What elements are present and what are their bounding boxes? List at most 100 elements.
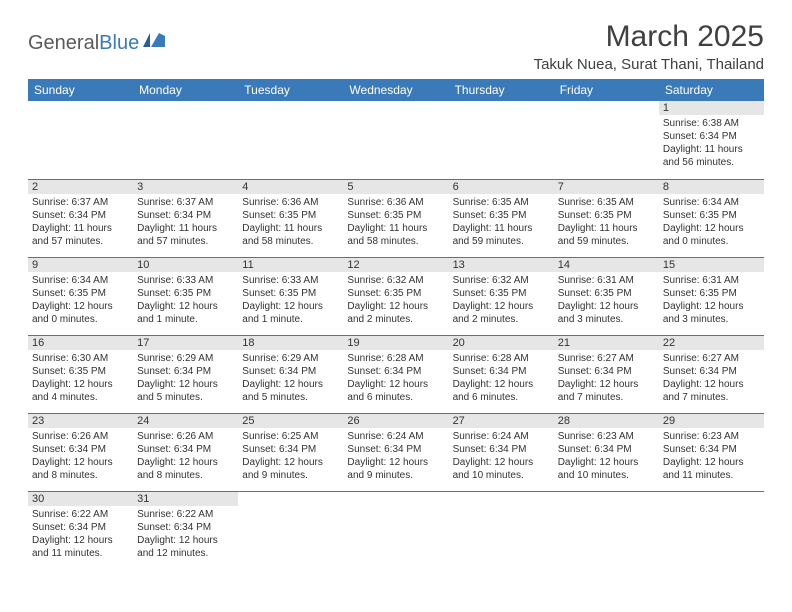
sunset-text: Sunset: 6:35 PM — [453, 209, 550, 222]
sunrise-text: Sunrise: 6:22 AM — [32, 508, 129, 521]
calendar-day — [449, 491, 554, 569]
weekday-header-row: Sunday Monday Tuesday Wednesday Thursday… — [28, 79, 764, 101]
sunrise-text: Sunrise: 6:32 AM — [347, 274, 444, 287]
day-content: Sunrise: 6:38 AMSunset: 6:34 PMDaylight:… — [659, 115, 764, 171]
day-content: Sunrise: 6:36 AMSunset: 6:35 PMDaylight:… — [343, 194, 448, 250]
daylight-text: Daylight: 12 hours and 2 minutes. — [453, 300, 550, 326]
sunset-text: Sunset: 6:34 PM — [347, 365, 444, 378]
day-content: Sunrise: 6:26 AMSunset: 6:34 PMDaylight:… — [133, 428, 238, 484]
day-number: 28 — [554, 414, 659, 428]
sunrise-text: Sunrise: 6:22 AM — [137, 508, 234, 521]
sunrise-text: Sunrise: 6:36 AM — [347, 196, 444, 209]
day-number: 10 — [133, 258, 238, 272]
day-content: Sunrise: 6:27 AMSunset: 6:34 PMDaylight:… — [659, 350, 764, 406]
sunset-text: Sunset: 6:34 PM — [558, 365, 655, 378]
sunrise-text: Sunrise: 6:24 AM — [347, 430, 444, 443]
calendar-day: 10Sunrise: 6:33 AMSunset: 6:35 PMDayligh… — [133, 257, 238, 335]
day-number: 24 — [133, 414, 238, 428]
sunrise-text: Sunrise: 6:38 AM — [663, 117, 760, 130]
sunrise-text: Sunrise: 6:24 AM — [453, 430, 550, 443]
day-number: 17 — [133, 336, 238, 350]
calendar-day: 29Sunrise: 6:23 AMSunset: 6:34 PMDayligh… — [659, 413, 764, 491]
sunset-text: Sunset: 6:35 PM — [242, 209, 339, 222]
day-content: Sunrise: 6:28 AMSunset: 6:34 PMDaylight:… — [343, 350, 448, 406]
calendar-day: 30Sunrise: 6:22 AMSunset: 6:34 PMDayligh… — [28, 491, 133, 569]
day-content: Sunrise: 6:35 AMSunset: 6:35 PMDaylight:… — [449, 194, 554, 250]
calendar-day: 28Sunrise: 6:23 AMSunset: 6:34 PMDayligh… — [554, 413, 659, 491]
flag-icon — [143, 32, 165, 55]
day-number: 5 — [343, 180, 448, 194]
day-content: Sunrise: 6:36 AMSunset: 6:35 PMDaylight:… — [238, 194, 343, 250]
day-content: Sunrise: 6:33 AMSunset: 6:35 PMDaylight:… — [133, 272, 238, 328]
calendar-day: 18Sunrise: 6:29 AMSunset: 6:34 PMDayligh… — [238, 335, 343, 413]
sunset-text: Sunset: 6:35 PM — [347, 287, 444, 300]
daylight-text: Daylight: 12 hours and 5 minutes. — [137, 378, 234, 404]
sunrise-text: Sunrise: 6:29 AM — [137, 352, 234, 365]
daylight-text: Daylight: 12 hours and 1 minute. — [137, 300, 234, 326]
daylight-text: Daylight: 12 hours and 6 minutes. — [453, 378, 550, 404]
daylight-text: Daylight: 12 hours and 2 minutes. — [347, 300, 444, 326]
day-number: 18 — [238, 336, 343, 350]
daylight-text: Daylight: 12 hours and 9 minutes. — [242, 456, 339, 482]
sunset-text: Sunset: 6:35 PM — [663, 209, 760, 222]
sunrise-text: Sunrise: 6:31 AM — [558, 274, 655, 287]
day-number: 9 — [28, 258, 133, 272]
day-number: 31 — [133, 492, 238, 506]
day-number: 3 — [133, 180, 238, 194]
calendar-day: 24Sunrise: 6:26 AMSunset: 6:34 PMDayligh… — [133, 413, 238, 491]
daylight-text: Daylight: 12 hours and 5 minutes. — [242, 378, 339, 404]
sunrise-text: Sunrise: 6:35 AM — [453, 196, 550, 209]
day-number: 8 — [659, 180, 764, 194]
sunset-text: Sunset: 6:35 PM — [558, 287, 655, 300]
day-content: Sunrise: 6:32 AMSunset: 6:35 PMDaylight:… — [449, 272, 554, 328]
daylight-text: Daylight: 12 hours and 10 minutes. — [453, 456, 550, 482]
calendar-day — [554, 491, 659, 569]
logo-text-1: General — [28, 32, 99, 55]
day-content: Sunrise: 6:35 AMSunset: 6:35 PMDaylight:… — [554, 194, 659, 250]
day-content: Sunrise: 6:37 AMSunset: 6:34 PMDaylight:… — [133, 194, 238, 250]
sunrise-text: Sunrise: 6:26 AM — [32, 430, 129, 443]
calendar-day: 21Sunrise: 6:27 AMSunset: 6:34 PMDayligh… — [554, 335, 659, 413]
calendar-day: 27Sunrise: 6:24 AMSunset: 6:34 PMDayligh… — [449, 413, 554, 491]
month-title: March 2025 — [534, 20, 764, 54]
calendar-day: 15Sunrise: 6:31 AMSunset: 6:35 PMDayligh… — [659, 257, 764, 335]
sunset-text: Sunset: 6:34 PM — [663, 443, 760, 456]
calendar-day: 31Sunrise: 6:22 AMSunset: 6:34 PMDayligh… — [133, 491, 238, 569]
calendar-day: 17Sunrise: 6:29 AMSunset: 6:34 PMDayligh… — [133, 335, 238, 413]
daylight-text: Daylight: 12 hours and 8 minutes. — [137, 456, 234, 482]
calendar-day: 14Sunrise: 6:31 AMSunset: 6:35 PMDayligh… — [554, 257, 659, 335]
sunset-text: Sunset: 6:35 PM — [453, 287, 550, 300]
day-number: 14 — [554, 258, 659, 272]
calendar-day: 2Sunrise: 6:37 AMSunset: 6:34 PMDaylight… — [28, 179, 133, 257]
day-number: 26 — [343, 414, 448, 428]
sunrise-text: Sunrise: 6:33 AM — [242, 274, 339, 287]
day-content: Sunrise: 6:25 AMSunset: 6:34 PMDaylight:… — [238, 428, 343, 484]
sunrise-text: Sunrise: 6:27 AM — [558, 352, 655, 365]
logo-text-2: Blue — [99, 32, 139, 55]
sunrise-text: Sunrise: 6:28 AM — [347, 352, 444, 365]
calendar-day — [133, 101, 238, 179]
sunset-text: Sunset: 6:34 PM — [558, 443, 655, 456]
day-content: Sunrise: 6:27 AMSunset: 6:34 PMDaylight:… — [554, 350, 659, 406]
calendar-day: 19Sunrise: 6:28 AMSunset: 6:34 PMDayligh… — [343, 335, 448, 413]
day-content: Sunrise: 6:37 AMSunset: 6:34 PMDaylight:… — [28, 194, 133, 250]
day-number: 11 — [238, 258, 343, 272]
sunrise-text: Sunrise: 6:37 AM — [32, 196, 129, 209]
sunrise-text: Sunrise: 6:30 AM — [32, 352, 129, 365]
day-number: 25 — [238, 414, 343, 428]
day-number: 6 — [449, 180, 554, 194]
calendar-day — [554, 101, 659, 179]
day-content: Sunrise: 6:26 AMSunset: 6:34 PMDaylight:… — [28, 428, 133, 484]
sunset-text: Sunset: 6:35 PM — [558, 209, 655, 222]
day-number: 2 — [28, 180, 133, 194]
sunset-text: Sunset: 6:35 PM — [32, 365, 129, 378]
calendar-day: 22Sunrise: 6:27 AMSunset: 6:34 PMDayligh… — [659, 335, 764, 413]
calendar-day — [238, 491, 343, 569]
sunset-text: Sunset: 6:34 PM — [453, 443, 550, 456]
sunrise-text: Sunrise: 6:31 AM — [663, 274, 760, 287]
sunset-text: Sunset: 6:34 PM — [242, 443, 339, 456]
weekday-header: Monday — [133, 79, 238, 101]
calendar-day: 25Sunrise: 6:25 AMSunset: 6:34 PMDayligh… — [238, 413, 343, 491]
daylight-text: Daylight: 12 hours and 1 minute. — [242, 300, 339, 326]
weekday-header: Saturday — [659, 79, 764, 101]
